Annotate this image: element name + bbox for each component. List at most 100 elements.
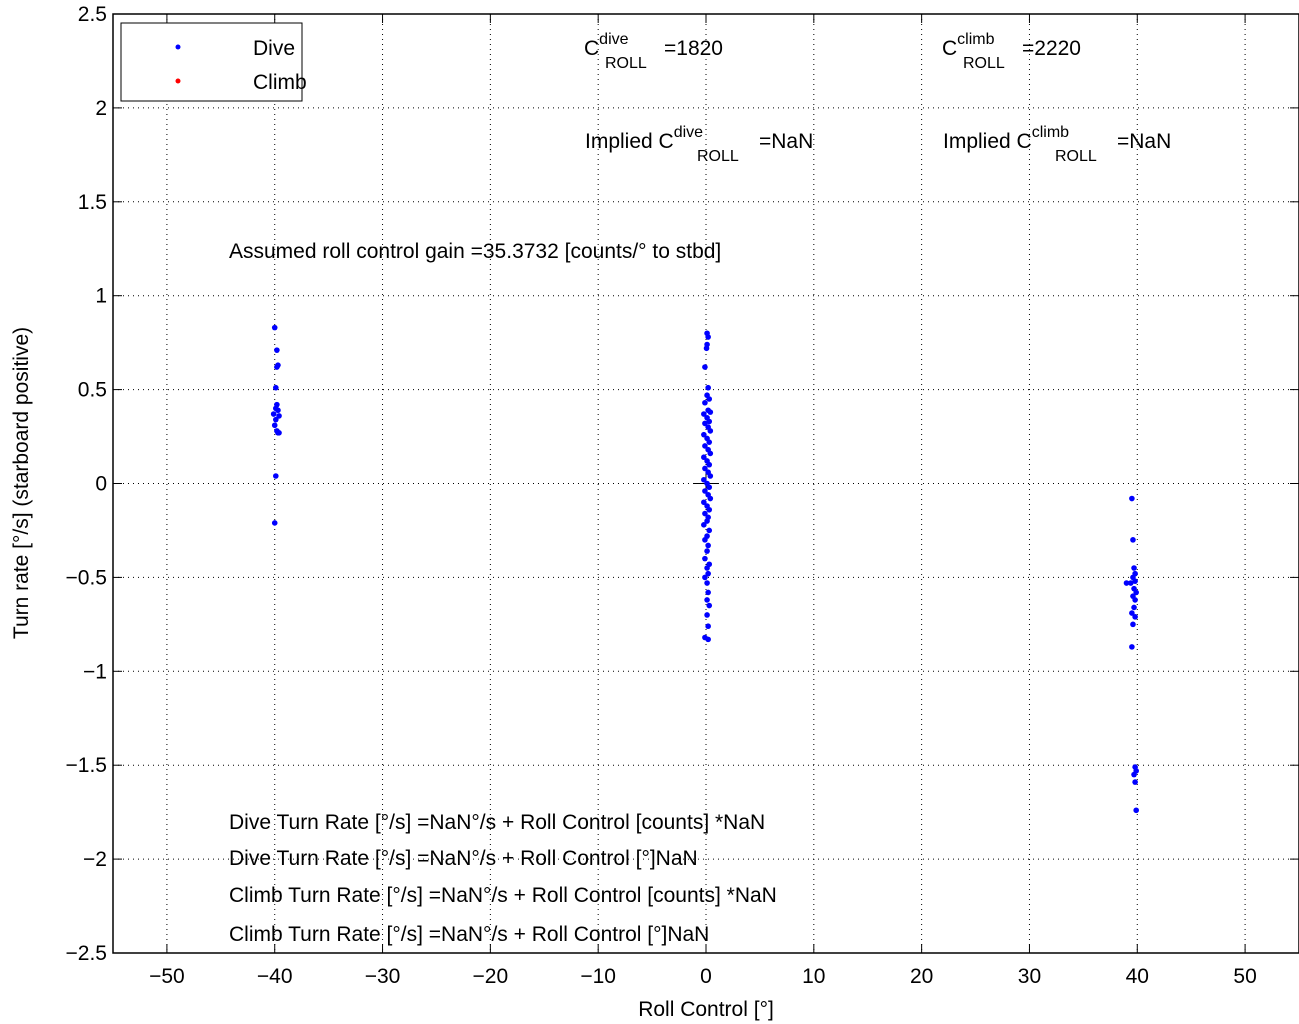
data-point-dive	[706, 418, 713, 425]
fit-climb-counts: Climb Turn Rate [°/s] =NaN°/s + Roll Con…	[229, 884, 777, 907]
data-point-dive	[704, 580, 710, 586]
data-point-dive	[1131, 565, 1137, 571]
data-points	[270, 324, 1139, 814]
data-point-dive	[706, 602, 713, 609]
data-point-dive	[271, 422, 278, 429]
y-tick-label: −1	[83, 660, 107, 683]
data-point-dive	[1129, 644, 1135, 650]
data-point-dive	[1129, 495, 1135, 502]
data-point-dive	[702, 399, 708, 406]
legend-box	[120, 22, 303, 102]
x-tick-label: 40	[1126, 965, 1149, 988]
y-tick-label: 0.5	[78, 379, 107, 402]
x-tick-label: −50	[149, 965, 185, 988]
data-point-dive	[701, 411, 707, 417]
y-tick-label: −2.5	[66, 942, 107, 965]
data-point-dive	[704, 518, 710, 524]
y-tick-label: −1.5	[66, 754, 107, 777]
y-tick-label: −2	[83, 848, 107, 871]
data-point-dive	[274, 347, 280, 353]
y-tick-label: 2	[95, 97, 107, 120]
y-tick-label: −0.5	[66, 566, 107, 589]
annotation-c-roll-dive: Cdive ROLL=1820	[584, 31, 723, 72]
fit-climb-degrees: Climb Turn Rate [°/s] =NaN°/s + Roll Con…	[229, 923, 709, 946]
data-point-dive	[1129, 610, 1135, 616]
data-point-dive	[270, 411, 277, 417]
data-point-dive	[705, 542, 711, 549]
fit-dive-degrees: Dive Turn Rate [°/s] =NaN°/s + Roll Cont…	[229, 847, 698, 870]
data-point-dive	[1130, 537, 1136, 543]
data-point-dive	[702, 510, 708, 517]
annotation-implied-climb: Implied Cclimb ROLL=NaN	[943, 124, 1171, 165]
data-point-dive	[275, 407, 281, 414]
x-tick-label: −20	[473, 965, 509, 988]
legend-label-dive: Dive	[253, 37, 295, 60]
x-tick-label: −40	[257, 965, 293, 988]
data-point-dive	[706, 527, 713, 534]
x-axis-label: Roll Control [°]	[638, 998, 774, 1021]
data-point-dive	[276, 413, 282, 419]
data-point-dive	[701, 454, 707, 461]
data-point-dive	[701, 431, 707, 438]
data-point-dive	[704, 612, 710, 618]
legend: Dive Climb	[120, 22, 307, 102]
y-tick-label: 1.5	[78, 191, 107, 214]
data-point-dive	[273, 473, 279, 479]
data-point-dive	[706, 439, 713, 445]
x-tick-label: 20	[910, 965, 933, 988]
y-tick-label: 2.5	[78, 3, 107, 26]
data-point-dive	[705, 570, 711, 577]
data-point-dive	[702, 465, 708, 472]
data-point-dive	[1123, 580, 1130, 586]
x-tick-label: 30	[1018, 965, 1041, 988]
data-point-dive	[704, 597, 710, 603]
data-point-dive	[703, 345, 710, 352]
data-point-dive	[701, 476, 707, 483]
data-point-dive	[271, 324, 278, 331]
data-point-dive	[701, 522, 707, 528]
x-tick-label: −10	[580, 965, 616, 988]
data-point-dive	[704, 548, 710, 554]
x-tick-label: 0	[700, 965, 712, 988]
legend-marker-climb	[175, 78, 181, 84]
data-point-dive	[273, 384, 279, 391]
data-point-dive	[1132, 779, 1138, 785]
data-point-dive	[702, 443, 708, 449]
y-axis-label: Turn rate [°/s] (starboard positive)	[10, 327, 33, 639]
y-tick-label: 0	[95, 473, 107, 496]
annotation-c-roll-climb: Cclimb ROLL=2220	[942, 31, 1081, 72]
annotation-gain: Assumed roll control gain =35.3732 [coun…	[229, 240, 721, 263]
legend-marker-dive	[175, 44, 181, 50]
data-point-dive	[705, 623, 711, 630]
data-point-dive	[274, 364, 280, 370]
data-point-dive	[707, 450, 714, 457]
data-point-dive	[707, 428, 714, 434]
data-point-dive	[707, 495, 714, 502]
data-point-dive	[1133, 589, 1139, 596]
data-point-dive	[271, 520, 278, 526]
data-point-dive	[707, 473, 714, 479]
data-point-dive	[1132, 578, 1138, 584]
y-tick-label: 1	[95, 285, 107, 308]
data-point-dive	[276, 429, 282, 436]
data-point-dive	[1132, 597, 1138, 603]
data-point-dive	[702, 488, 708, 494]
legend-label-climb: Climb	[253, 71, 307, 94]
data-point-dive	[702, 574, 708, 581]
data-point-dive	[701, 499, 707, 506]
data-point-dive	[1130, 621, 1136, 628]
data-point-dive	[1131, 771, 1137, 778]
data-point-dive	[705, 384, 711, 391]
data-point-dive	[1132, 614, 1138, 620]
data-point-dive	[1133, 807, 1139, 814]
data-point-dive	[705, 636, 711, 643]
axes: −50 −40 −30 −20 −10 0 10 20 30 40 50−2.5−2−1.5−1−0…	[66, 3, 1299, 988]
x-tick-label: 10	[802, 965, 825, 988]
data-point-dive	[706, 396, 713, 402]
data-point-dive	[706, 506, 713, 513]
data-point-dive	[706, 461, 713, 468]
data-point-dive	[702, 364, 708, 370]
data-point-dive	[706, 484, 713, 491]
data-point-dive	[702, 555, 708, 562]
